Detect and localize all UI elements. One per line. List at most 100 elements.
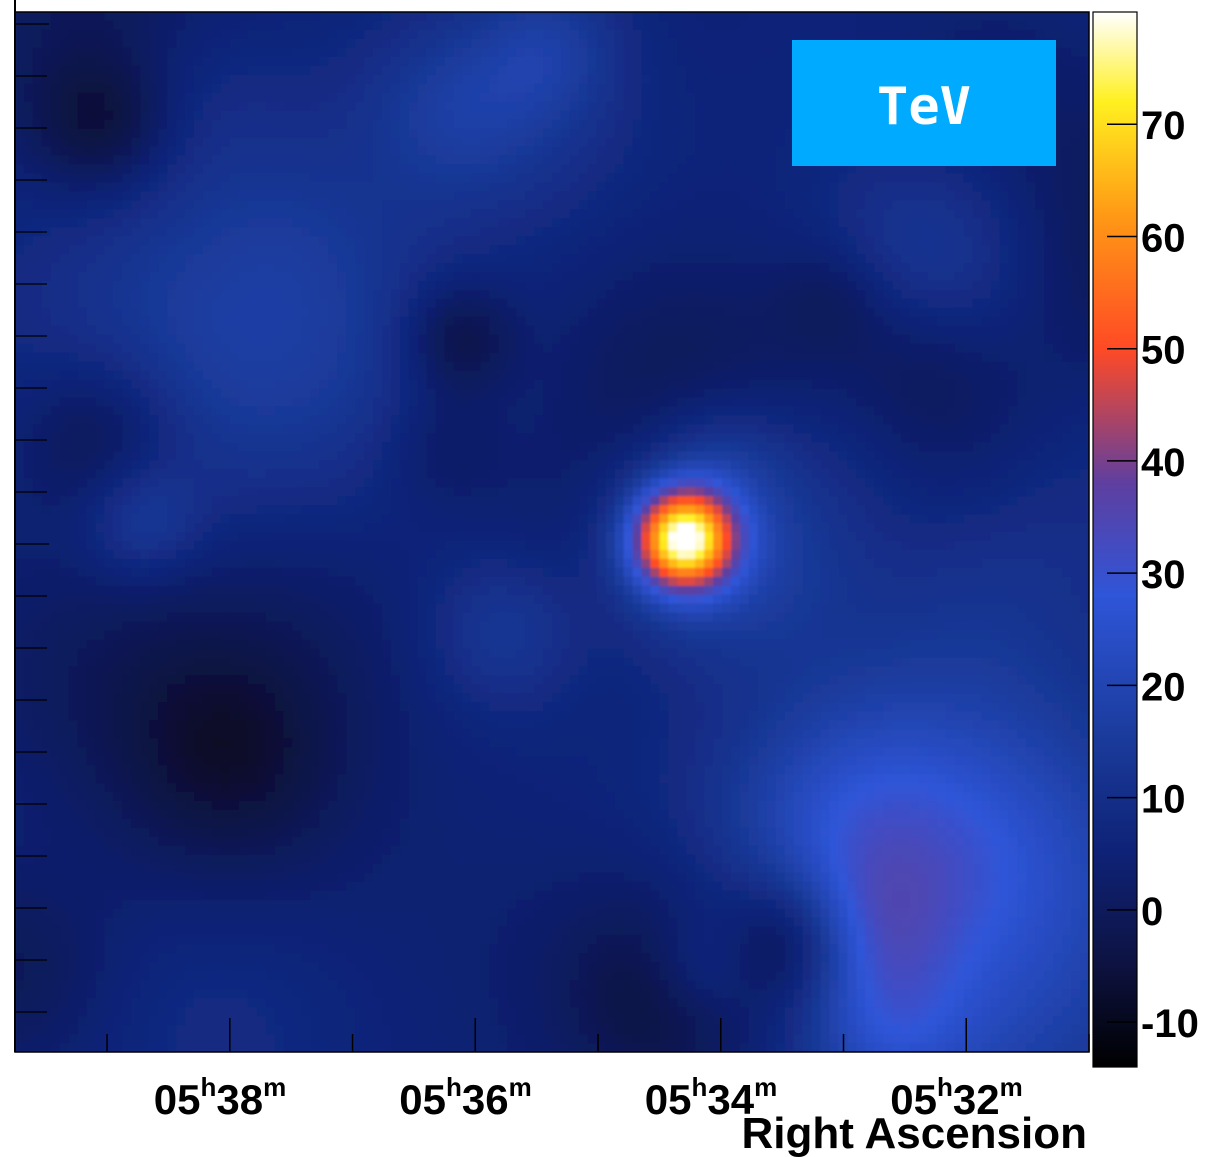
heatmap-cell [534,245,544,255]
heatmap-cell [301,289,311,300]
heatmap-cell [328,316,338,327]
heatmap-cell [543,101,553,112]
heatmap-cell [686,128,696,139]
heatmap-cell [211,307,222,318]
heatmap-cell [802,245,813,255]
heatmap-cell [668,361,678,372]
heatmap-cell [731,74,741,85]
heatmap-cell [202,137,213,148]
heatmap-cell [999,12,1010,22]
heatmap-cell [194,12,204,22]
heatmap-cell [15,272,25,282]
heatmap-cell [462,316,473,327]
heatmap-cell [748,245,759,255]
heatmap-cell [256,316,267,327]
heatmap-cell [972,218,983,228]
heatmap-cell [176,74,186,85]
heatmap-cell [122,182,132,192]
heatmap-cell [426,272,437,282]
heatmap-cell [319,218,329,228]
heatmap-cell [1071,307,1081,318]
heatmap-cell [516,218,526,228]
heatmap-cell [122,12,132,22]
heatmap-cell [247,38,258,49]
heatmap-cell [211,12,222,22]
heatmap-cell [1062,101,1072,112]
heatmap-cell [238,209,249,219]
heatmap-cell [373,173,383,183]
heatmap-cell [346,128,356,139]
heatmap-cell [999,182,1010,192]
heatmap-cell [1071,47,1081,58]
heatmap-cell [274,254,285,264]
heatmap-cell [247,65,258,76]
heatmap-cell [435,92,446,103]
heatmap-cell [390,20,401,31]
heatmap-cell [820,370,831,381]
heatmap-cell [587,334,598,345]
heatmap-cell [310,298,320,309]
heatmap-cell [444,29,455,40]
heatmap-cell [560,272,571,282]
heatmap-cell [453,236,464,246]
heatmap-cell [1062,137,1072,148]
heatmap-cell [1053,173,1063,183]
heatmap-cell [1035,272,1045,282]
heatmap-cell [560,307,571,318]
heatmap-cell [1080,209,1089,219]
heatmap-cell [310,325,320,336]
heatmap-cell [659,316,669,327]
heatmap-cell [811,343,822,354]
heatmap-cell [471,101,481,112]
heatmap-cell [892,352,902,363]
heatmap-cell [578,65,589,76]
heatmap-cell [390,343,401,354]
heatmap-cell [775,245,786,255]
heatmap-cell [292,236,302,246]
heatmap-cell [489,263,499,273]
heatmap-cell [444,182,455,192]
heatmap-cell [131,200,141,210]
heatmap-cell [256,263,267,273]
heatmap-cell [328,280,338,291]
heatmap-cell [1062,200,1072,210]
heatmap-cell [247,92,258,103]
heatmap-cell [238,379,249,390]
heatmap-cell [623,370,634,381]
heatmap-cell [560,334,571,345]
heatmap-cell [722,307,732,318]
heatmap-cell [578,307,589,318]
heatmap-cell [972,361,983,372]
heatmap-cell [543,316,553,327]
heatmap-cell [489,370,499,381]
heatmap-cell [739,236,750,246]
heatmap-cell [632,289,643,300]
heatmap-cell [587,236,598,246]
heatmap-cell [453,379,464,390]
heatmap-cell [802,307,813,318]
heatmap-cell [444,254,455,264]
heatmap-cell [50,227,61,237]
heatmap-cell [489,65,499,76]
heatmap-cell [516,65,526,76]
heatmap-cell [1044,245,1054,255]
heatmap-cell [802,280,813,291]
heatmap-cell [498,101,508,112]
heatmap-cell [301,370,311,381]
heatmap-cell [301,119,311,130]
heatmap-cell [507,325,517,336]
heatmap-cell [784,191,795,201]
heatmap-cell [435,173,446,183]
heatmap-cell [417,146,428,157]
heatmap-cell [462,182,473,192]
heatmap-cell [892,254,902,264]
heatmap-cell [775,92,786,103]
heatmap-cell [364,65,374,76]
heatmap-cell [507,92,517,103]
heatmap-cell [185,119,195,130]
heatmap-cell [507,280,517,291]
heatmap-cell [722,209,732,219]
heatmap-cell [856,218,866,228]
heatmap-cell [77,272,88,282]
heatmap-cell [507,83,517,94]
